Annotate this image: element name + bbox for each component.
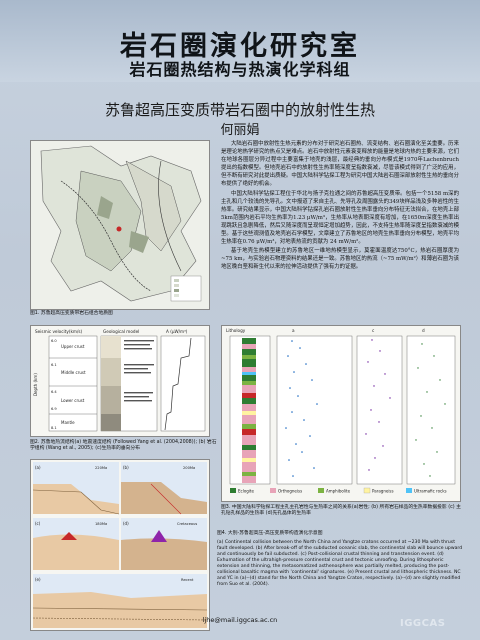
author-name: 何丽娟 xyxy=(220,123,260,138)
abstract-text: 大陆岩石圈中放射性生热元素的分布对于研究岩石圈热、流变结构、岩石圈演化至关重要。… xyxy=(221,140,459,273)
figure-3: Lithology a c d xyxy=(221,325,461,502)
fig4-panel-b-label: (b) xyxy=(123,465,129,470)
fig2-layer-mantle: Mantle xyxy=(61,420,75,425)
fig2-velocity-2: 6.1 xyxy=(51,363,57,367)
fig4-explanation: (a) Continental collision between the No… xyxy=(217,540,463,587)
fig2-velocity-3: 6.4 xyxy=(51,390,57,394)
fig3-lithology-label: Lithology xyxy=(226,328,246,333)
group-subtitle: 岩石圈热结构与热演化学科组 xyxy=(129,60,351,79)
fig2-seismic-title: Seismic velocity(km/s) xyxy=(35,329,83,334)
fig4-panel-a: (a) 220Ma xyxy=(32,462,120,515)
abstract-paragraph-2: 中国大陆科学钻探工程位于华北与扬子克拉通之间的苏鲁超高压变质带。包括一个5158… xyxy=(221,190,459,246)
fig2-a-title: A (μW/m³) xyxy=(166,329,188,334)
header-banner: 岩石圈演化研究室 岩石圈热结构与热演化学科组 xyxy=(0,0,480,82)
fig3-panel-d-label: d xyxy=(422,328,425,333)
figure-3-plot: Lithology a c d xyxy=(226,328,456,494)
fig4-panel-e-label: (e) xyxy=(35,577,41,582)
lab-title: 岩石圈演化研究室 xyxy=(120,31,360,62)
fig3-caption: 图3. 中国大陆科学钻探工程主孔主孔岩性与生热率之间的关系(a)岩性; (b) … xyxy=(221,505,461,517)
fig2-caption: 图2. 苏鲁地热流结构(a) 地震速度结构 (Followed Yang et … xyxy=(30,440,217,452)
figure-2-plot: Seismic velocity(km/s) Geological model … xyxy=(33,329,206,432)
legend-swatch-amphibolite xyxy=(318,488,324,493)
iggcas-logo: IGGCAS xyxy=(400,618,446,629)
fig4-panel-c: (c) 180Ma xyxy=(33,518,119,570)
fig3-panel-a-label: a xyxy=(292,328,295,333)
fig4-time-b: 200Ma xyxy=(183,466,195,470)
fig4-panel-d-label: (d) xyxy=(123,521,129,526)
figure-2: Seismic velocity(km/s) Geological model … xyxy=(30,325,210,437)
fig4-panel-b: (b) 200Ma xyxy=(121,462,207,515)
abstract-paragraph-1: 大陆岩石圈中放射性生热元素的分布对于研究岩石圈热、流变结构、岩石圈演化至关重要。… xyxy=(221,141,459,188)
fig2-geo-title: Geological model xyxy=(103,329,139,334)
fig2-layer-lower: Lower crust xyxy=(61,398,85,403)
fig4-panel-d: (d) Cretaceous xyxy=(121,518,207,570)
fig2-velocity-5: 8.1 xyxy=(51,426,57,430)
geological-map-figure xyxy=(30,140,210,310)
fig3-legend: Eclogite Orthogneiss Amphibolite Paragne… xyxy=(230,487,447,494)
fig4-time-d: Cretaceous xyxy=(177,522,197,526)
geological-map xyxy=(31,141,209,309)
abstract-paragraph-3: 基于地壳生热模型建立的苏鲁地区一维地热模型显示，莫霍面温度达750°C，热岩石圈… xyxy=(221,248,459,271)
figure-4-diagram: (a) 220Ma (b) 200Ma (c) 180Ma xyxy=(32,462,208,628)
fig2-velocity-1: 6.0 xyxy=(51,339,57,343)
legend-paragneiss: Paragneiss xyxy=(372,489,394,494)
fig2-layer-upper: Upper crust xyxy=(61,344,85,349)
legend-swatch-eclogite xyxy=(230,488,236,493)
fig1-caption: 图1. 苏鲁超高压变质带岩石组合地质图 xyxy=(30,311,113,316)
fig2-depth-label: Depth (km) xyxy=(33,373,38,396)
fig4-time-e: Recent xyxy=(181,578,194,582)
fig3-panel-c-label: c xyxy=(372,328,375,333)
fig4-panel-a-label: (a) xyxy=(35,465,41,470)
paper-title: 苏鲁超高压变质带岩石圈中的放射性生热 xyxy=(104,101,375,119)
fig4-caption: 图4. 大别-苏鲁超高压-高压变质带构造演化示意图 xyxy=(217,531,323,536)
lithology-column xyxy=(229,335,271,485)
fig2-layer-middle: Middle crust xyxy=(61,370,86,375)
legend-swatch-orthogneiss xyxy=(270,488,276,493)
legend-eclogite: Eclogite xyxy=(238,489,255,494)
fig4-panel-c-label: (c) xyxy=(35,521,41,526)
legend-amphibolite: Amphibolite xyxy=(326,489,351,494)
fig4-time-c: 180Ma xyxy=(95,522,107,526)
legend-swatch-paragneiss xyxy=(363,487,371,494)
figure-4: (a) 220Ma (b) 200Ma (c) 180Ma xyxy=(30,459,210,631)
legend-ultramafic: Ultramafic rocks xyxy=(414,489,447,494)
fig4-time-a: 220Ma xyxy=(95,466,107,470)
fig2-velocity-4: 6.9 xyxy=(51,407,57,411)
legend-orthogneiss: Orthogneiss xyxy=(278,489,302,494)
contact-email: ljhe@mail.iggcas.ac.cn xyxy=(202,616,278,624)
fig4-panel-e: (e) Recent xyxy=(32,574,208,628)
legend-swatch-ultramafic xyxy=(406,488,412,493)
